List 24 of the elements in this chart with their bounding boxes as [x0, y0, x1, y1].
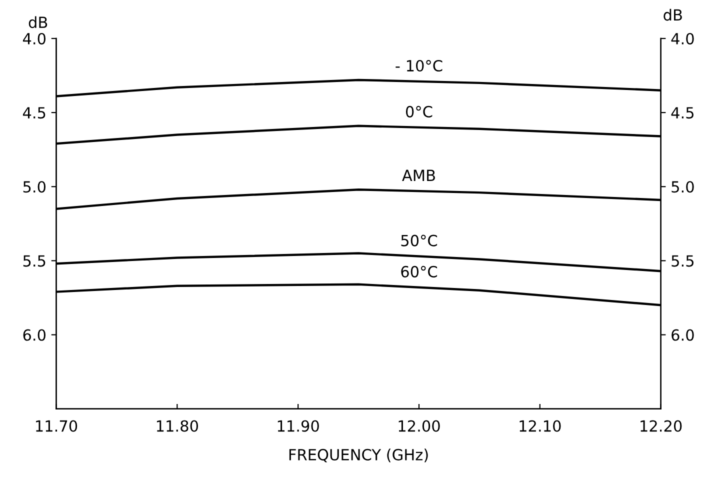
series-label: 50°C	[401, 234, 438, 246]
y2-tick-label: 5.5	[672, 255, 694, 267]
x-tick-label: 11.70	[36, 420, 78, 432]
x-tick-label: 12.00	[398, 420, 440, 432]
y-tick-label: 4.5	[22, 107, 46, 119]
y-tick-label: 4.0	[22, 32, 46, 44]
y2-tick-label: 6.0	[672, 329, 694, 341]
x-tick-label: 12.10	[520, 420, 561, 432]
series-label: 60°C	[401, 266, 438, 278]
y2-tick-label: 5.0	[672, 181, 694, 193]
x-axis-title: FREQUENCY (GHz)	[289, 448, 428, 462]
y-tick-label: 5.5	[23, 255, 46, 267]
y-tick-label: 6.0	[23, 329, 46, 341]
series-label: 0°C	[406, 106, 432, 118]
y2-axis-title: dB	[664, 8, 682, 21]
x-tick-label: 12.20	[640, 420, 682, 432]
x-tick-label: 11.90	[278, 420, 319, 432]
y-tick-label: 5.0	[23, 181, 46, 193]
series-label: - 10°C	[396, 60, 442, 72]
y-axis-title: dB	[28, 16, 48, 28]
x-tick-label: 11.80	[156, 420, 198, 432]
y2-tick-label: 4.5	[671, 107, 694, 119]
y2-tick-label: 4.0	[671, 32, 694, 44]
series-label: AMB	[402, 170, 435, 181]
